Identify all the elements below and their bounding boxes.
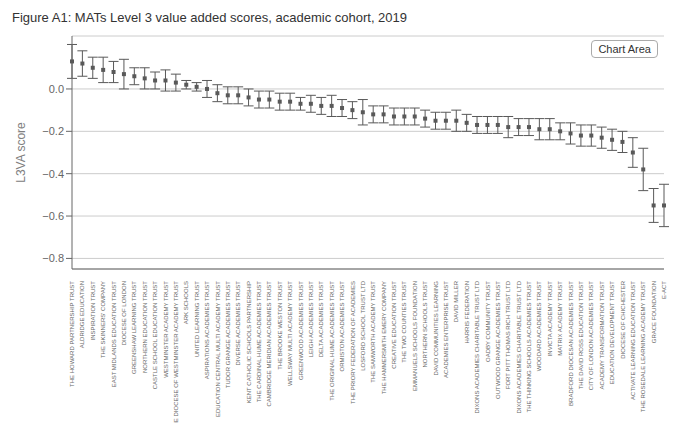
- svg-text:DIVERSE ACADEMIES TRUST: DIVERSE ACADEMIES TRUST: [235, 281, 241, 366]
- svg-text:THE HOWARD PARTNERSHIP TRUST: THE HOWARD PARTNERSHIP TRUST: [69, 281, 75, 387]
- svg-text:THE TWO COUNTIES TRUST: THE TWO COUNTIES TRUST: [401, 281, 407, 363]
- svg-text:CASTLE SCHOOL EDUCATION TRUST: CASTLE SCHOOL EDUCATION TRUST: [152, 281, 158, 390]
- svg-text:LOSFORD SCHOOL TRUST LTD: LOSFORD SCHOOL TRUST LTD: [360, 280, 366, 370]
- svg-text:KENT CATHOLIC SCHOOLS PARTNERS: KENT CATHOLIC SCHOOLS PARTNERSHIP: [246, 281, 252, 403]
- svg-text:THE BROOKE WESTON TRUST: THE BROOKE WESTON TRUST: [277, 281, 283, 370]
- svg-text:INVICTA ACADEMY TRUST: INVICTA ACADEMY TRUST: [547, 281, 553, 357]
- svg-text:CAMBRIDGE MERIDIAN ACADEMIES T: CAMBRIDGE MERIDIAN ACADEMIES TRUST: [266, 281, 272, 407]
- svg-text:DIOCESE OF CHICHESTER: DIOCESE OF CHICHESTER: [620, 280, 626, 358]
- svg-text:DIXONS ACADEMIES CHARITABLE TR: DIXONS ACADEMIES CHARITABLE TRUST LTD: [474, 280, 480, 413]
- svg-text:−0.2: −0.2: [42, 125, 64, 137]
- html-text:Chart Area: Chart Area: [598, 43, 651, 55]
- svg-text:0.0: 0.0: [49, 83, 64, 95]
- svg-text:TUDOR GRANGE ACADEMIES TRUST: TUDOR GRANGE ACADEMIES TRUST: [225, 281, 231, 389]
- svg-text:−0.4: −0.4: [42, 168, 64, 180]
- svg-text:GREENWOOD ACADEMIES TRUST: GREENWOOD ACADEMIES TRUST: [298, 281, 304, 380]
- svg-text:UNITED LEARNING TRUST: UNITED LEARNING TRUST: [194, 281, 200, 358]
- svg-text:GREENSHAW LEARNING TRUST: GREENSHAW LEARNING TRUST: [131, 281, 137, 374]
- svg-text:THE HAMMERSMITH EMERY COMPANY: THE HAMMERSMITH EMERY COMPANY: [381, 281, 387, 394]
- svg-text:DAVID MILLER: DAVID MILLER: [453, 280, 459, 322]
- svg-text:THE THINKING SCHOOLS ACADEMIES: THE THINKING SCHOOLS ACADEMIES TRUST: [526, 281, 532, 413]
- svg-text:NORTHERN SCHOOLS TRUST: NORTHERN SCHOOLS TRUST: [422, 281, 428, 368]
- svg-text:E-ACT: E-ACT: [661, 281, 667, 299]
- svg-text:−0.8: −0.8: [42, 252, 64, 264]
- svg-text:THE PRIORY FEDERATION OF ACADE: THE PRIORY FEDERATION OF ACADEMIES: [350, 281, 356, 404]
- svg-text:CITY OF LONDON ACADEMIES TRUST: CITY OF LONDON ACADEMIES TRUST: [588, 281, 594, 390]
- svg-text:LEIGH ACADEMIES TRUST: LEIGH ACADEMIES TRUST: [308, 281, 314, 358]
- svg-text:ASPIRATIONS ACADEMIES TRUST: ASPIRATIONS ACADEMIES TRUST: [204, 281, 210, 379]
- svg-text:L3VA score: L3VA score: [14, 122, 28, 183]
- svg-text:CREATIVE EDUCATION TRUST: CREATIVE EDUCATION TRUST: [391, 281, 397, 369]
- svg-text:ACTIVATE LEARNING EDUCATION TR: ACTIVATE LEARNING EDUCATION TRUST: [630, 281, 636, 400]
- svg-text:GRACE FOUNDATION: GRACE FOUNDATION: [651, 281, 657, 343]
- svg-text:FORT PITT THOMAS RICH TRUST LT: FORT PITT THOMAS RICH TRUST LTD: [505, 280, 511, 389]
- svg-text:OUTWOOD GRANGE ACADEMIES TRUST: OUTWOOD GRANGE ACADEMIES TRUST: [495, 281, 501, 399]
- svg-text:DIXONS ACADEMIES CHARITABLE TR: DIXONS ACADEMIES CHARITABLE TRUST LTD: [516, 280, 522, 413]
- svg-text:ORMISTON ACADEMIES TRUST: ORMISTON ACADEMIES TRUST: [339, 281, 345, 372]
- svg-text:THE ORIGINAL HUME ACADEMIES TR: THE ORIGINAL HUME ACADEMIES TRUST: [329, 281, 335, 401]
- svg-text:WELLSWAY MULTI ACADEMY TRUST: WELLSWAY MULTI ACADEMY TRUST: [287, 281, 293, 386]
- svg-text:ACADEMY TRANSFORMATION TRUST: ACADEMY TRANSFORMATION TRUST: [599, 281, 605, 390]
- svg-text:EAST MIDLANDS EDUCATION TRUST: EAST MIDLANDS EDUCATION TRUST: [111, 281, 117, 388]
- svg-text:THE DAVID ROSS EDUCATION TRUST: THE DAVID ROSS EDUCATION TRUST: [578, 281, 584, 390]
- svg-text:ARK SCHOOLS: ARK SCHOOLS: [183, 281, 189, 324]
- svg-text:OADBY COMMUNITY TRUST: OADBY COMMUNITY TRUST: [485, 281, 491, 362]
- svg-text:NORTHERN EDUCATION TRUST: NORTHERN EDUCATION TRUST: [142, 281, 148, 373]
- svg-text:DIOCESE OF LONDON: DIOCESE OF LONDON: [121, 281, 127, 345]
- svg-text:HARRIS FEDERATION: HARRIS FEDERATION: [464, 281, 470, 344]
- svg-text:THE SAMWORTH ACADEMY TRUST: THE SAMWORTH ACADEMY TRUST: [370, 281, 376, 383]
- svg-text:THE ROSEDALE LEARNING ACADEMY: THE ROSEDALE LEARNING ACADEMY TRUST: [640, 281, 646, 412]
- svg-text:INSPIRATION TRUST: INSPIRATION TRUST: [90, 281, 96, 341]
- svg-text:THE SKINNERS' COMPANY: THE SKINNERS' COMPANY: [100, 281, 106, 358]
- svg-text:THE CARDINAL HUME ACADEMIES TR: THE CARDINAL HUME ACADEMIES TRUST: [256, 281, 262, 403]
- svg-text:WESTMINSTER ACADEMY TRUST: WESTMINSTER ACADEMY TRUST: [163, 281, 169, 378]
- svg-text:WOODARD ACADEMIES TRUST: WOODARD ACADEMIES TRUST: [536, 281, 542, 372]
- svg-text:MATRIX ACADEMY TRUST: MATRIX ACADEMY TRUST: [557, 281, 563, 356]
- svg-text:DELTA ACADEMIES TRUST: DELTA ACADEMIES TRUST: [318, 281, 324, 358]
- svg-text:EMMANUELS SCHOOLS FOUNDATION: EMMANUELS SCHOOLS FOUNDATION: [412, 281, 418, 391]
- svg-text:THE DIOCESE OF WESTMINSTER ACA: THE DIOCESE OF WESTMINSTER ACADEMY TRUST: [173, 281, 179, 423]
- html-text:Figure A1: MATs Level 3 value: Figure A1: MATs Level 3 value added scor…: [12, 10, 407, 25]
- svg-text:EDUCATION DEVELOPMENT TRUST: EDUCATION DEVELOPMENT TRUST: [609, 281, 615, 385]
- svg-text:DAVID COMMUNITIES LEARNING: DAVID COMMUNITIES LEARNING: [433, 281, 439, 376]
- svg-text:ALDRIDGE EDUCATION: ALDRIDGE EDUCATION: [79, 281, 85, 348]
- svg-text:BRADFORD DIOCESAN ACADEMIES TR: BRADFORD DIOCESAN ACADEMIES TRUST: [568, 281, 574, 406]
- svg-text:EDUCATION CENTRAL MULTI ACADEM: EDUCATION CENTRAL MULTI ACADEMY TRUST: [215, 281, 221, 417]
- svg-text:−0.6: −0.6: [42, 210, 64, 222]
- svg-text:ACADEMIES ENTERPRISE TRUST: ACADEMIES ENTERPRISE TRUST: [443, 281, 449, 378]
